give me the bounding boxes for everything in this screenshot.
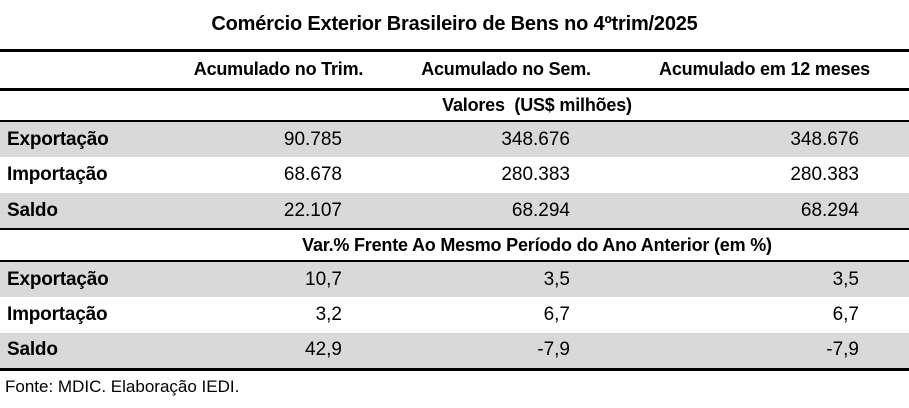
column-header-12-months: Acumulado em 12 meses xyxy=(659,59,870,80)
column-header-trimester: Acumulado no Trim. xyxy=(193,59,364,80)
variation-saldo-12m: -7,9 xyxy=(826,339,859,361)
row-label-importacao: Importação xyxy=(7,304,108,325)
column-header-empty xyxy=(0,52,165,89)
section-header-spacer xyxy=(0,89,165,121)
variation-saldo-sem: -7,9 xyxy=(537,339,570,361)
row-label-exportacao: Exportação xyxy=(7,128,109,150)
variation-exportacao-sem: 3,5 xyxy=(543,268,570,290)
section-header-values: Valores (US$ milhões) xyxy=(442,94,632,115)
row-label-saldo: Saldo xyxy=(7,339,58,361)
variation-importacao-trim: 3,2 xyxy=(315,304,342,325)
section-header-variation-row: Var.% Frente Ao Mesmo Período do Ano Ant… xyxy=(0,229,909,261)
section-header-spacer xyxy=(0,229,165,261)
trade-table: Acumulado no Trim. Acumulado no Sem. Acu… xyxy=(0,52,909,371)
value-saldo-sem: 68.294 xyxy=(511,199,570,221)
table-row-variation-saldo: Saldo 42,9 -7,9 -7,9 xyxy=(0,333,909,369)
table-row-values-importacao: Importação 68.678 280.383 280.383 xyxy=(0,157,909,193)
table-row-values-exportacao: Exportação 90.785 348.676 348.676 xyxy=(0,121,909,157)
section-header-variation: Var.% Frente Ao Mesmo Período do Ano Ant… xyxy=(302,234,772,255)
source-note: Fonte: MDIC. Elaboração IEDI. xyxy=(5,376,240,396)
variation-importacao-12m: 6,7 xyxy=(832,304,859,325)
table-row-variation-exportacao: Exportação 10,7 3,5 3,5 xyxy=(0,261,909,297)
value-saldo-trim: 22.107 xyxy=(283,199,342,221)
table-row-variation-importacao: Importação 3,2 6,7 6,7 xyxy=(0,297,909,333)
section-header-values-row: Valores (US$ milhões) xyxy=(0,89,909,121)
value-importacao-12m: 280.383 xyxy=(790,164,859,185)
value-exportacao-trim: 90.785 xyxy=(283,128,342,150)
row-label-importacao: Importação xyxy=(7,164,108,185)
row-label-saldo: Saldo xyxy=(7,199,58,221)
value-exportacao-sem: 348.676 xyxy=(501,128,570,150)
variation-exportacao-12m: 3,5 xyxy=(832,268,859,290)
value-saldo-12m: 68.294 xyxy=(800,199,859,221)
column-header-semester: Acumulado no Sem. xyxy=(421,59,591,80)
table-title: Comércio Exterior Brasileiro de Bens no … xyxy=(0,0,909,52)
variation-saldo-trim: 42,9 xyxy=(305,339,342,361)
variation-importacao-sem: 6,7 xyxy=(543,304,570,325)
value-importacao-sem: 280.383 xyxy=(501,164,570,185)
variation-exportacao-trim: 10,7 xyxy=(305,268,342,290)
column-header-row: Acumulado no Trim. Acumulado no Sem. Acu… xyxy=(0,52,909,89)
table-row-values-saldo: Saldo 22.107 68.294 68.294 xyxy=(0,193,909,229)
row-label-exportacao: Exportação xyxy=(7,268,109,290)
value-importacao-trim: 68.678 xyxy=(283,164,342,185)
value-exportacao-12m: 348.676 xyxy=(790,128,859,150)
